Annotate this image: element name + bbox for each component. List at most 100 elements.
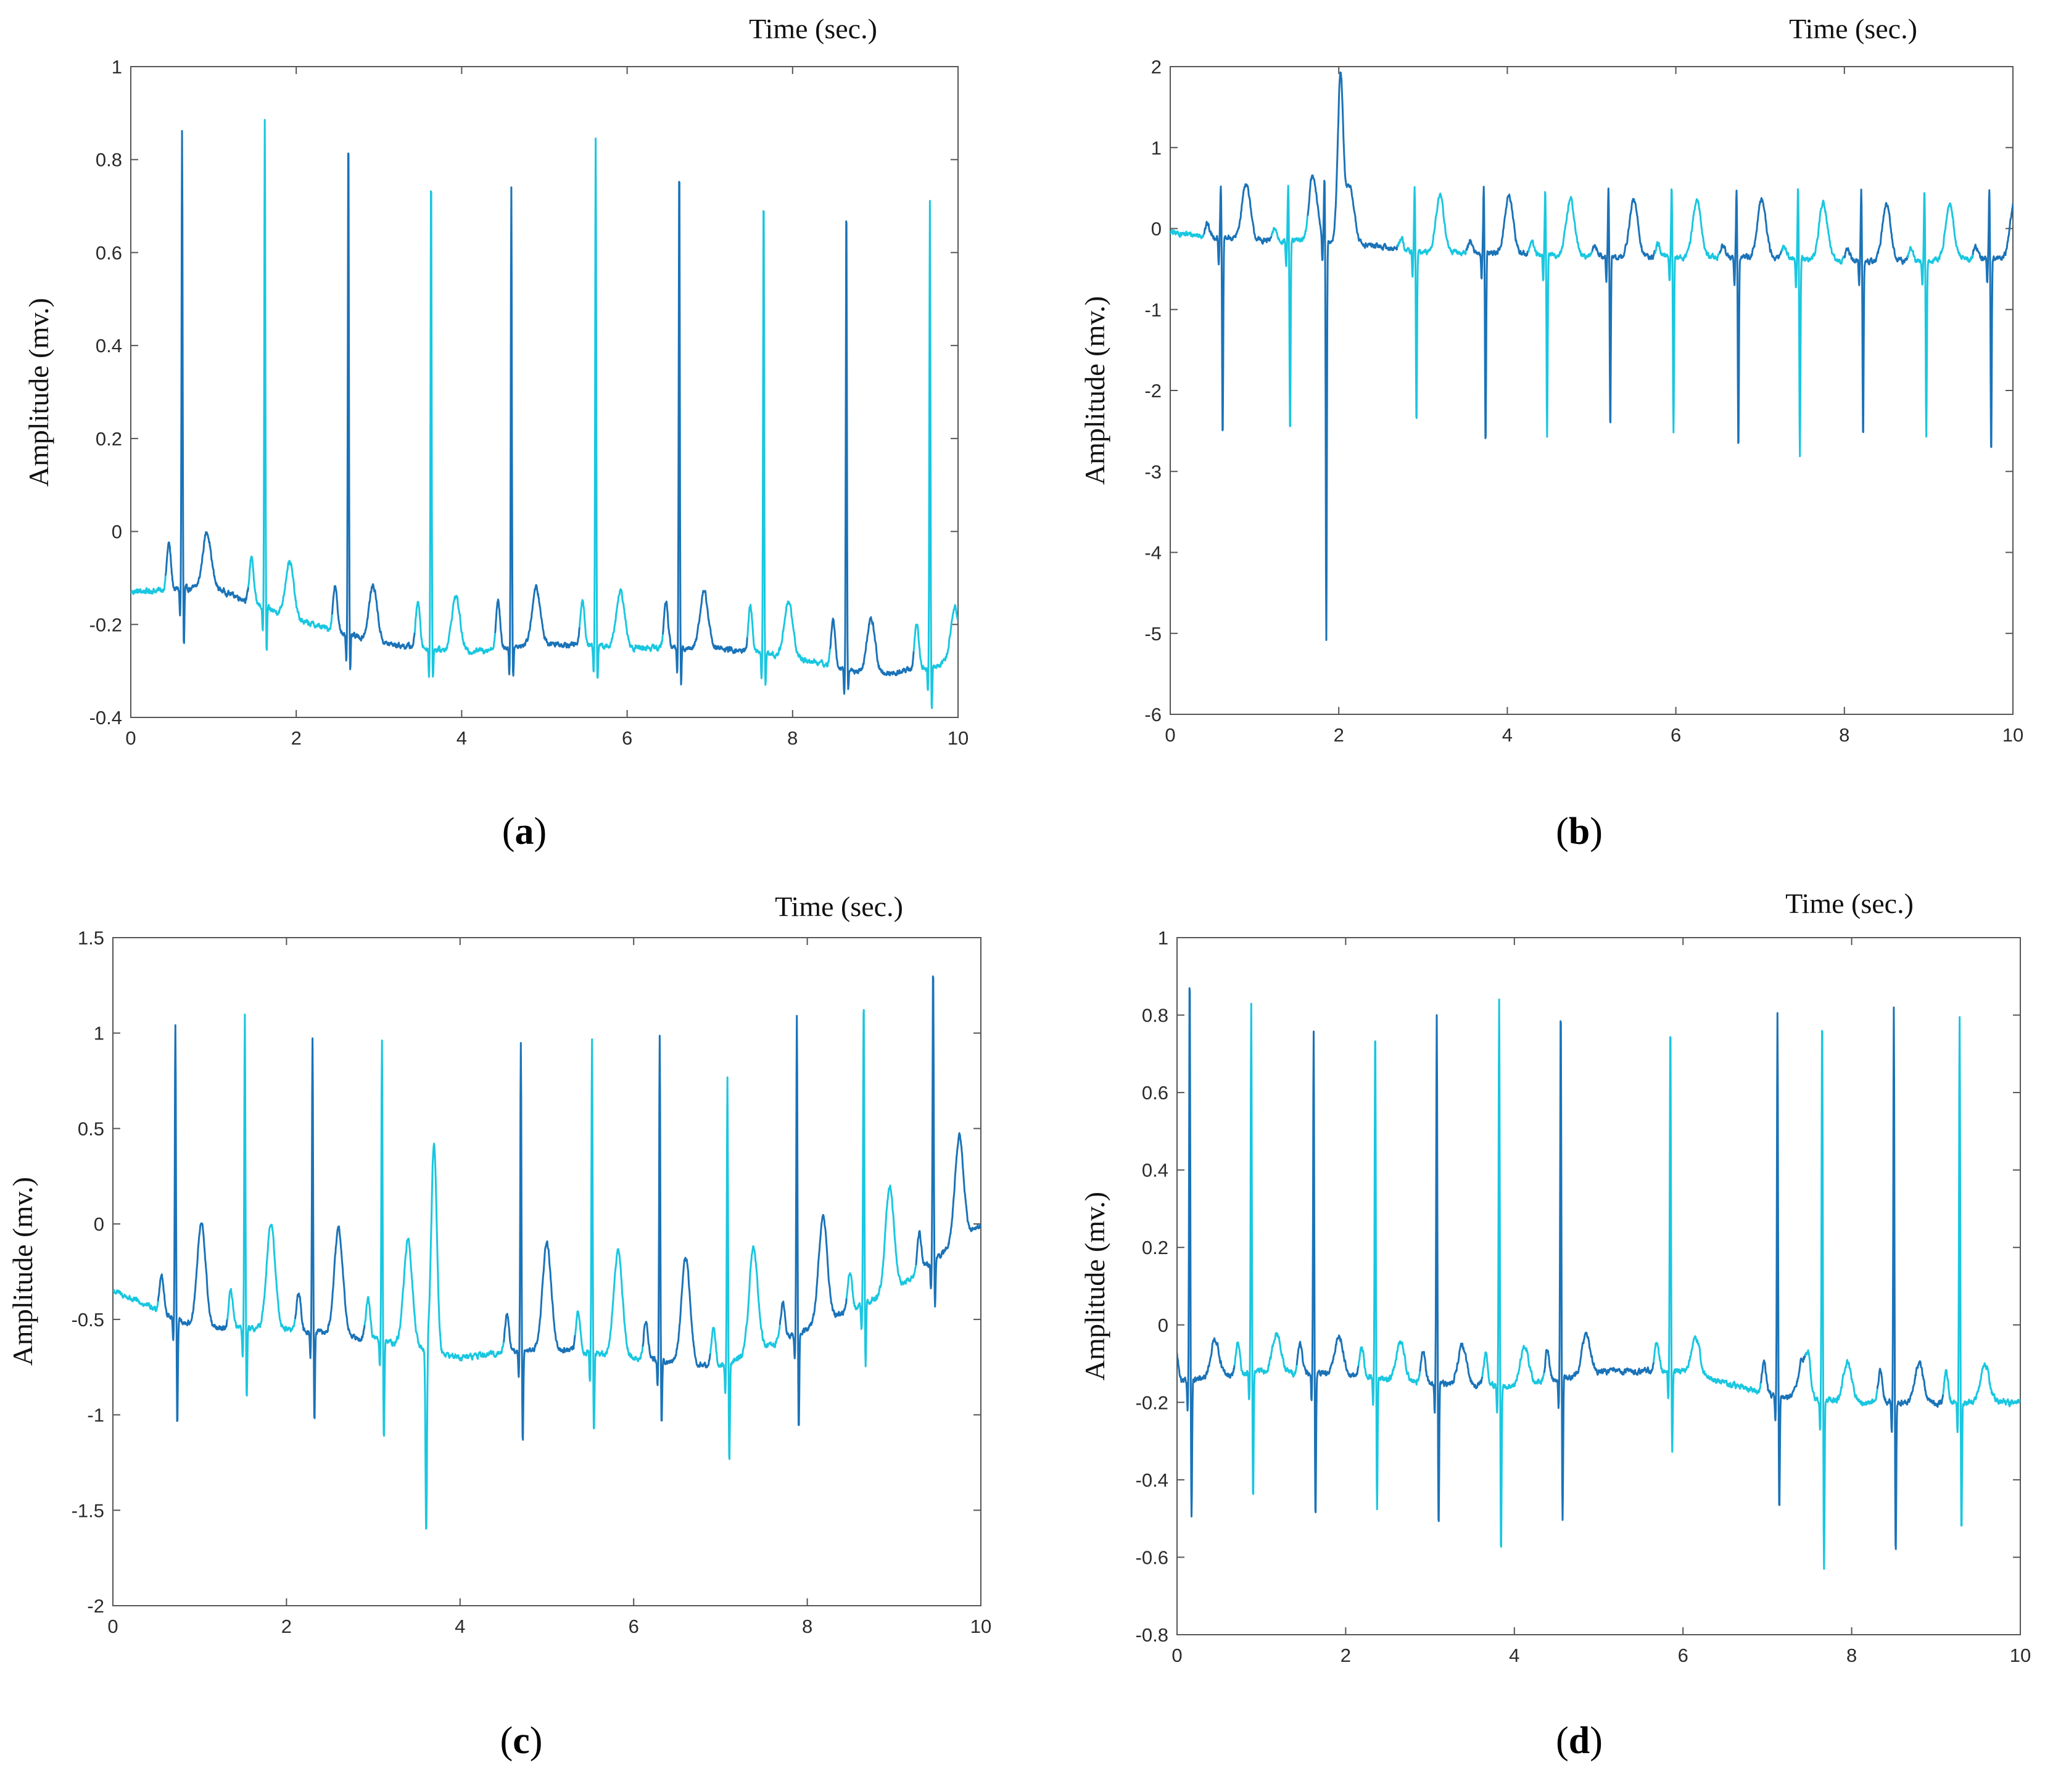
ecg-trace-segment <box>1719 189 1783 444</box>
ecg-trace-segment <box>1397 186 1468 419</box>
y-tick-label: -2 <box>1144 380 1162 402</box>
y-tick-label: 0.4 <box>96 335 122 357</box>
ecg-trace-segment <box>642 1034 711 1422</box>
ecg-trace-segment <box>363 1039 505 1530</box>
ecg-trace-segment <box>113 1289 159 1313</box>
ecg-series <box>113 975 981 1530</box>
y-tick-label: 1 <box>112 56 122 78</box>
ecg-trace-segment <box>1203 183 1273 431</box>
y-tick-label: 0 <box>94 1213 104 1235</box>
ecg-trace-segment <box>1177 987 1236 1517</box>
x-tick-label: 0 <box>1165 724 1175 746</box>
x-tick-label: 0 <box>125 727 136 749</box>
ecg-trace-segment <box>1760 1012 1807 1506</box>
y-tick-label: 1 <box>1151 137 1162 159</box>
ecg-trace-segment <box>131 575 167 595</box>
y-tick-label: -0.5 <box>72 1309 104 1331</box>
ecg-trace-segment <box>1876 1006 1944 1550</box>
ecg-trace-segment <box>1780 188 1846 458</box>
ecg-trace-segment <box>413 190 497 678</box>
plot-frame <box>112 937 981 1606</box>
panel-caption: (c) <box>500 1720 543 1762</box>
x-tick-label: 4 <box>455 1616 465 1637</box>
y-tick-label: -0.2 <box>89 614 122 635</box>
ecg-trace-segment <box>574 1038 644 1429</box>
y-tick-label: 1 <box>94 1023 104 1044</box>
ecg-trace-segment <box>331 152 416 671</box>
y-tick-label: 1 <box>1158 927 1168 949</box>
ecg-trace-segment <box>1804 1030 1878 1570</box>
y-tick-label: -2 <box>87 1595 104 1617</box>
y-tick-label: -6 <box>1144 704 1162 725</box>
y-tick-label: 0.6 <box>1142 1082 1168 1104</box>
y-axis-label: Amplitude (mv.) <box>1079 296 1110 485</box>
panel-b: 0 2 4 6 8 10 -6 -5 -4 -3 -2 -1 0 1 2 Time (sec.) Amplitu… <box>1079 13 2023 853</box>
y-tick-label: 0.4 <box>1142 1160 1168 1181</box>
y-axis-label: Amplitude (mv.) <box>23 298 54 487</box>
y-tick-label: 0.5 <box>78 1118 104 1139</box>
y-tick-label: 1.5 <box>78 927 104 949</box>
y-tick-label: -4 <box>1144 542 1162 564</box>
y-tick-label: 0.2 <box>1142 1237 1168 1258</box>
ecg-series <box>131 118 958 709</box>
y-tick-label: -1 <box>1144 299 1162 321</box>
x-axis-label: Time (sec.) <box>1785 888 1914 919</box>
ecg-trace-segment <box>1942 1016 2020 1527</box>
panel-caption: (a) <box>502 811 547 853</box>
ecg-trace-segment <box>1307 71 1399 641</box>
x-tick-label: 4 <box>1509 1645 1519 1666</box>
ecg-trace-segment <box>503 1042 576 1441</box>
plot-frame <box>130 66 959 718</box>
ecg-trace-segment <box>1170 229 1205 239</box>
y-tick-label: -5 <box>1144 623 1162 645</box>
ecg-trace-segment <box>226 1014 296 1397</box>
ecg-trace-segment <box>1907 192 1974 438</box>
ecg-trace-segment <box>1270 184 1309 427</box>
plot-frame <box>1176 937 2021 1635</box>
ecg-trace-segment <box>1972 189 2013 448</box>
x-tick-label: 4 <box>457 727 467 749</box>
x-tick-label: 8 <box>787 727 798 749</box>
ecg-trace-segment <box>164 130 249 644</box>
y-tick-label: -3 <box>1144 461 1162 482</box>
x-tick-label: 8 <box>1839 724 1849 746</box>
ecg-trace-segment <box>294 1037 366 1419</box>
ecg-trace-segment <box>1295 1030 1360 1514</box>
ecg-trace-segment <box>746 210 831 686</box>
x-tick-label: 4 <box>1502 724 1513 746</box>
y-tick-label: -0.4 <box>89 707 122 729</box>
ecg-trace-segment <box>915 975 981 1308</box>
ecg-trace-segment <box>1233 1002 1298 1495</box>
ecg-series <box>1170 71 2013 641</box>
ecg-trace-segment <box>779 1015 848 1426</box>
y-tick-label: -0.8 <box>1136 1624 1168 1646</box>
ecg-trace-segment <box>578 138 664 679</box>
ecg-trace-segment <box>1419 1014 1484 1522</box>
y-tick-label: 2 <box>1151 56 1162 78</box>
x-tick-label: 0 <box>107 1616 118 1637</box>
ecg-series <box>1177 987 2020 1570</box>
ecg-trace-segment <box>1466 186 1530 439</box>
x-tick-label: 2 <box>291 727 302 749</box>
ecg-trace-segment <box>247 118 333 651</box>
x-tick-label: 2 <box>1334 724 1344 746</box>
ecg-trace-segment <box>1543 1020 1655 1521</box>
y-tick-label: -0.4 <box>1136 1469 1168 1491</box>
ecg-trace-segment <box>1591 188 1656 424</box>
panel-a: 0 2 4 6 8 10 -0.4 -0.2 0 0.2 0.4 0.6 0.8 1 Time (sec.)… <box>23 13 969 853</box>
plot-frame <box>1170 66 2014 715</box>
ecg-trace-segment <box>709 1076 781 1460</box>
ecg-trace-segment <box>1653 1036 1762 1453</box>
x-tick-label: 2 <box>1341 1645 1351 1666</box>
ecg-trace-segment <box>1654 188 1721 434</box>
x-axis-label: Time (sec.) <box>775 891 903 922</box>
x-tick-label: 6 <box>1678 1645 1688 1666</box>
y-tick-label: -1 <box>87 1405 104 1426</box>
ecg-trace-segment <box>157 1024 228 1422</box>
x-tick-label: 10 <box>2010 1645 2031 1666</box>
y-axis-label: Amplitude (mv.) <box>1079 1192 1110 1381</box>
ecg-trace-segment <box>1843 188 1909 434</box>
y-tick-label: 0.8 <box>1142 1005 1168 1026</box>
ecg-trace-segment <box>662 181 748 686</box>
y-tick-label: 0 <box>1158 1315 1168 1336</box>
